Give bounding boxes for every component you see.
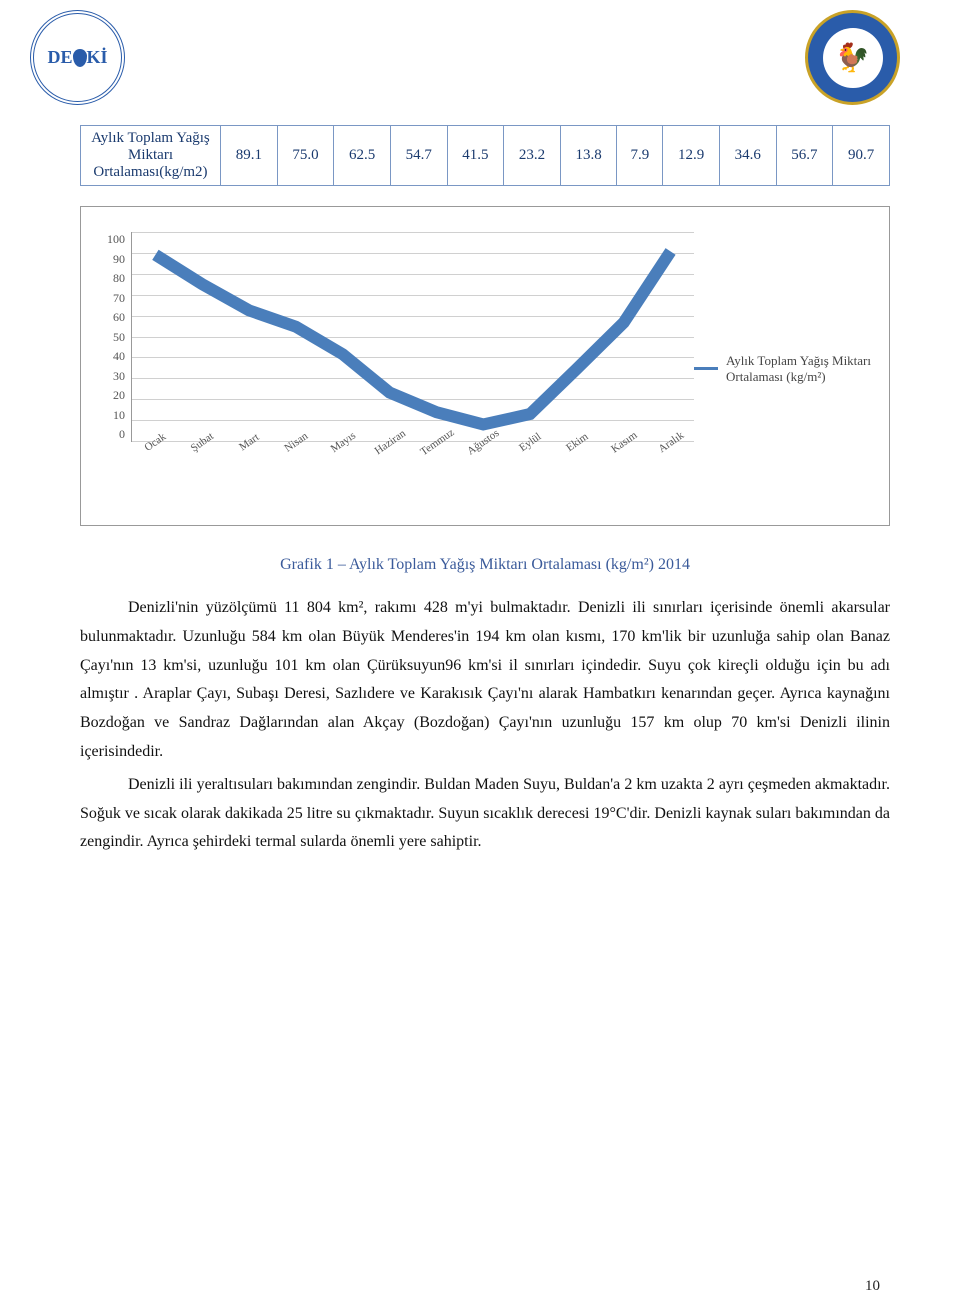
logo-left: DEKİ [30, 10, 125, 105]
y-tick: 60 [113, 310, 125, 325]
y-tick: 100 [107, 232, 125, 247]
table-cell: 90.7 [833, 126, 890, 186]
logo-right: 🐓 [805, 10, 900, 105]
table-cell: 89.1 [221, 126, 278, 186]
paragraph: Denizli ili yeraltısuları bakımından zen… [80, 771, 890, 857]
table-cell: 75.0 [277, 126, 334, 186]
legend-swatch [694, 367, 718, 370]
chart-caption: Grafik 1 – Aylık Toplam Yağış Miktarı Or… [80, 556, 890, 574]
y-tick: 90 [113, 252, 125, 267]
table-row: Aylık Toplam Yağış Miktarı Ortalaması(kg… [81, 126, 890, 186]
plot-area [131, 232, 694, 442]
row-label: Aylık Toplam Yağış Miktarı Ortalaması(kg… [81, 126, 221, 186]
y-tick: 30 [113, 369, 125, 384]
y-tick: 10 [113, 408, 125, 423]
table-cell: 13.8 [560, 126, 617, 186]
body-text: Denizli'nin yüzölçümü 11 804 km², rakımı… [80, 594, 890, 857]
page-header: DEKİ 🐓 [0, 0, 960, 115]
rainfall-chart: 100 90 80 70 60 50 40 30 20 10 0 Ocak Şu… [80, 206, 890, 526]
y-tick: 70 [113, 291, 125, 306]
y-tick: 0 [119, 427, 125, 442]
legend-label: Aylık Toplam Yağış Miktarı Ortalaması (k… [726, 353, 874, 385]
y-tick: 50 [113, 330, 125, 345]
table-cell: 41.5 [447, 126, 504, 186]
table-cell: 7.9 [617, 126, 663, 186]
x-axis: Ocak Şubat Mart Nisan Mayıs Haziran Temm… [131, 452, 694, 492]
table-cell: 23.2 [504, 126, 561, 186]
y-tick: 40 [113, 349, 125, 364]
table-cell: 34.6 [719, 126, 776, 186]
table-cell: 56.7 [776, 126, 833, 186]
y-tick: 20 [113, 388, 125, 403]
rainfall-table: Aylık Toplam Yağış Miktarı Ortalaması(kg… [80, 125, 890, 186]
chart-legend: Aylık Toplam Yağış Miktarı Ortalaması (k… [694, 232, 874, 505]
rooster-icon: 🐓 [823, 28, 883, 88]
table-cell: 62.5 [334, 126, 391, 186]
y-tick: 80 [113, 271, 125, 286]
page-number: 10 [865, 1278, 880, 1295]
logo-left-text: DEKİ [47, 48, 107, 68]
paragraph: Denizli'nin yüzölçümü 11 804 km², rakımı… [80, 594, 890, 767]
table-cell: 12.9 [663, 126, 720, 186]
y-axis: 100 90 80 70 60 50 40 30 20 10 0 [96, 232, 131, 442]
page-content: Aylık Toplam Yağış Miktarı Ortalaması(kg… [0, 115, 960, 857]
table-cell: 54.7 [390, 126, 447, 186]
